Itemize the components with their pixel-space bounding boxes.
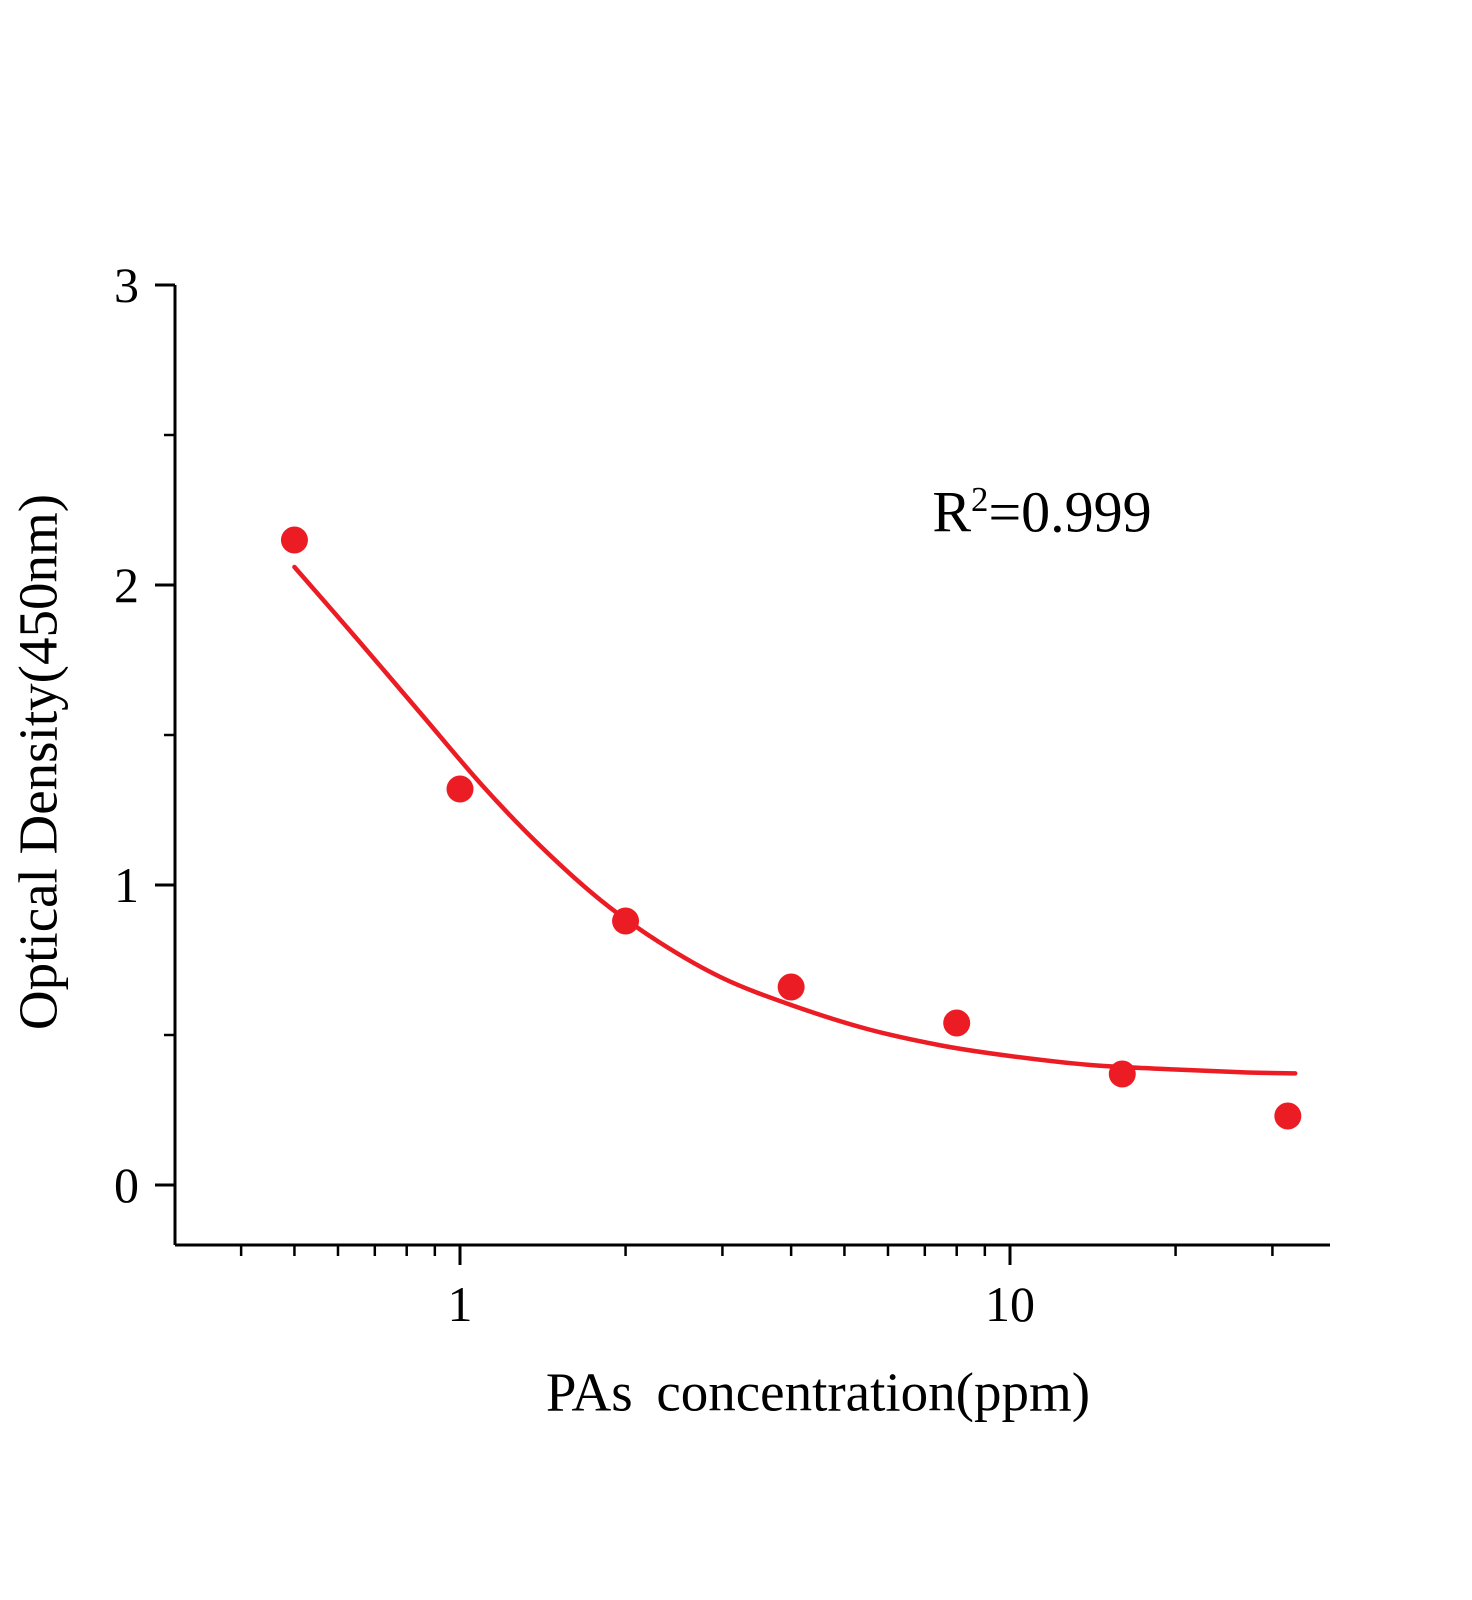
y-axis-title-text: Optical Density(450nm) bbox=[7, 493, 69, 1031]
r-squared-value: =0.999 bbox=[988, 479, 1152, 545]
data-point bbox=[1274, 1102, 1302, 1130]
r-squared-annotation: R2=0.999 bbox=[932, 479, 1151, 546]
y-tick-label: 1 bbox=[114, 857, 139, 913]
data-point bbox=[280, 526, 308, 554]
data-point bbox=[446, 775, 474, 803]
data-point bbox=[1108, 1060, 1136, 1088]
r-squared-exponent: 2 bbox=[971, 480, 989, 520]
r-squared-base: R bbox=[932, 479, 972, 545]
data-point bbox=[777, 973, 805, 1001]
x-axis-title: PAs concentration(ppm) bbox=[546, 1361, 1090, 1424]
x-axis-title-text: PAs concentration(ppm) bbox=[545, 1361, 1091, 1423]
y-tick-label: 0 bbox=[114, 1157, 139, 1213]
data-point bbox=[612, 907, 640, 935]
y-tick-label: 2 bbox=[114, 557, 139, 613]
y-tick-label: 3 bbox=[114, 257, 139, 313]
data-point bbox=[943, 1009, 971, 1037]
x-tick-label: 10 bbox=[985, 1276, 1035, 1332]
y-axis-title: Optical Density(450nm) bbox=[7, 494, 70, 1030]
x-tick-label: 1 bbox=[448, 1276, 473, 1332]
